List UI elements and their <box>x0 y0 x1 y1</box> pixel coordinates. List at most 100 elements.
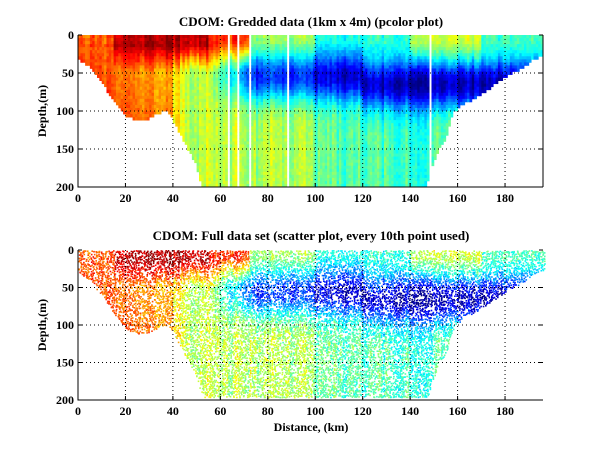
pcolor-cell <box>246 177 250 182</box>
pcolor-cell <box>350 135 354 139</box>
pcolor-cell <box>367 171 371 176</box>
pcolor-cell <box>341 83 345 88</box>
pcolor-cell <box>263 101 266 106</box>
pcolor-cell <box>232 123 235 127</box>
pcolor-cell <box>151 92 155 97</box>
pcolor-cell <box>305 132 309 136</box>
pcolor-cell <box>272 68 276 72</box>
pcolor-cell <box>191 150 195 154</box>
pcolor-cell <box>336 171 340 176</box>
pcolor-cell <box>158 65 162 69</box>
pcolor-cell <box>120 56 124 60</box>
pcolor-cell <box>120 80 124 85</box>
pcolor-cell <box>196 107 200 112</box>
pcolor-cell <box>201 177 205 182</box>
pcolor-cell <box>125 98 129 103</box>
pcolor-cell <box>329 168 333 173</box>
pcolor-cell <box>293 129 297 133</box>
pcolor-cell <box>365 171 368 176</box>
pcolor-cell <box>118 41 122 45</box>
pcolor-cell <box>260 180 264 185</box>
pcolor-cell <box>189 89 193 94</box>
pcolor-cell <box>293 156 297 161</box>
pcolor-cell <box>329 150 333 154</box>
pcolor-cell <box>184 98 188 103</box>
pcolor-cell <box>348 86 352 91</box>
pcolor-cell <box>229 98 233 103</box>
pcolor-cell <box>213 177 216 182</box>
pcolor-cell <box>360 44 364 48</box>
pcolor-cell <box>355 180 359 185</box>
pcolor-cell <box>362 104 366 109</box>
pcolor-cell <box>244 107 247 112</box>
pcolor-cell <box>303 150 307 154</box>
pcolor-cell <box>319 117 323 121</box>
pcolor-cell <box>125 77 129 81</box>
pcolor-cell <box>175 74 179 78</box>
pcolor-cell <box>384 144 387 148</box>
pcolor-cell <box>303 47 307 51</box>
pcolor-cell <box>127 111 131 115</box>
pcolor-cell <box>253 126 257 130</box>
pcolor-cell <box>284 180 288 185</box>
pcolor-cell <box>234 114 238 118</box>
pcolor-cell <box>303 162 307 167</box>
pcolor-cell <box>203 141 207 145</box>
pcolor-cell <box>125 111 129 115</box>
pcolor-cell <box>189 95 193 100</box>
pcolor-cell <box>367 65 371 69</box>
pcolor-cell <box>374 111 378 115</box>
pcolor-cell <box>172 35 176 39</box>
pcolor-cell <box>374 62 378 66</box>
pcolor-cell <box>229 117 233 121</box>
pcolor-cell <box>274 35 278 39</box>
pcolor-cell <box>343 171 347 176</box>
pcolor-cell <box>196 120 200 124</box>
pcolor-cell <box>312 138 316 142</box>
pcolor-cell <box>255 123 259 127</box>
pcolor-cell <box>341 107 345 112</box>
pcolor-cell <box>201 183 205 188</box>
pcolor-cell <box>213 35 216 39</box>
pcolor-cell <box>104 38 107 42</box>
pcolor-cell <box>327 35 330 39</box>
pcolor-cell <box>296 147 300 151</box>
pcolor-cell <box>265 50 269 54</box>
pcolor-cell <box>120 41 124 45</box>
pcolor-cell <box>348 83 352 88</box>
pcolor-cell <box>201 104 205 109</box>
pcolor-cell <box>315 180 319 185</box>
pcolor-cell <box>317 120 321 124</box>
pcolor-cell <box>367 144 371 148</box>
pcolor-cell <box>180 101 183 106</box>
pcolor-cell <box>127 101 131 106</box>
pcolor-cell <box>353 53 356 57</box>
pcolor-cell <box>222 138 226 142</box>
pcolor-cell <box>263 65 266 69</box>
pcolor-cell <box>310 120 314 124</box>
pcolor-cell <box>296 129 300 133</box>
pcolor-cell <box>149 59 152 63</box>
pcolor-cell <box>346 114 349 118</box>
pcolor-cell <box>279 138 283 142</box>
pcolor-cell <box>260 59 264 63</box>
pcolor-cell <box>270 162 273 167</box>
pcolor-cell <box>184 101 188 106</box>
pcolor-cell <box>232 147 235 151</box>
pcolor-cell <box>284 156 288 161</box>
pcolor-cell <box>310 150 314 154</box>
pcolor-cell <box>272 41 276 45</box>
pcolor-cell <box>284 120 288 124</box>
pcolor-cell <box>182 135 186 139</box>
pcolor-cell <box>94 35 98 39</box>
pcolor-cell <box>376 156 380 161</box>
pcolor-cell <box>357 44 361 48</box>
pcolor-cell <box>346 159 349 164</box>
pcolor-cell <box>367 111 371 115</box>
pcolor-cell <box>329 77 333 81</box>
pcolor-cell <box>222 150 226 154</box>
pcolor-cell <box>372 53 375 57</box>
pcolor-cell <box>246 141 250 145</box>
pcolor-cell <box>220 177 224 182</box>
